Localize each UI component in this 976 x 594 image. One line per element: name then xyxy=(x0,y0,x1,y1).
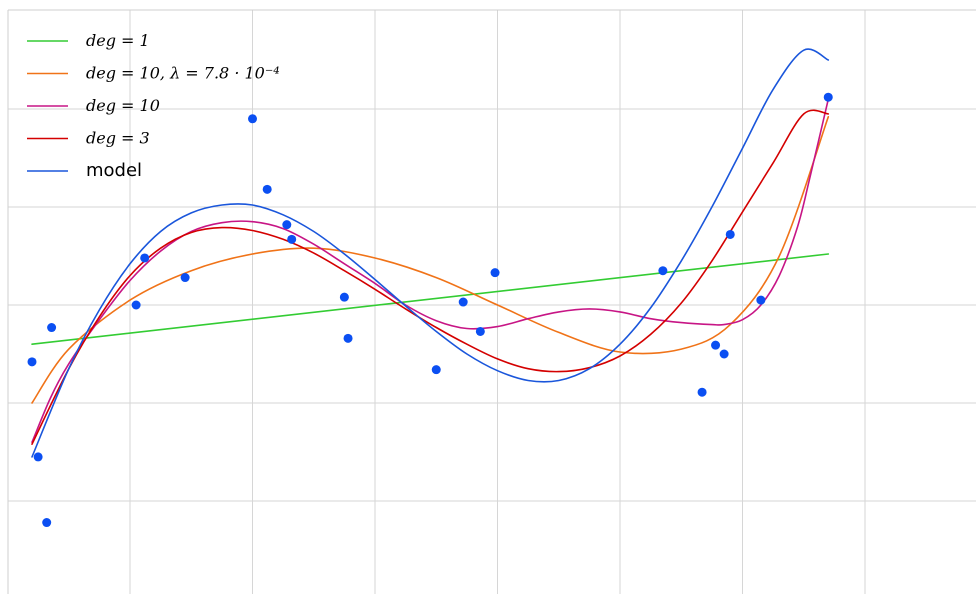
grid-lines xyxy=(8,10,976,594)
data-point-19 xyxy=(697,387,707,397)
data-point-15 xyxy=(458,297,468,307)
data-point-14 xyxy=(431,365,441,375)
data-point-2 xyxy=(33,452,43,462)
legend-label-deg-10-regularized: deg = 10, λ = 7.8 · 10⁻⁴ xyxy=(86,64,280,83)
data-point-8 xyxy=(248,114,257,124)
data-point-3 xyxy=(42,518,52,528)
series-line-deg-1 xyxy=(31,253,830,345)
data-point-21 xyxy=(719,349,729,359)
data-point-11 xyxy=(287,234,297,244)
series-line-deg-10 xyxy=(31,98,830,443)
data-point-23 xyxy=(756,295,766,305)
data-point-9 xyxy=(262,184,272,194)
data-point-6 xyxy=(140,253,150,263)
data-point-4 xyxy=(47,323,57,333)
series-line-deg-3 xyxy=(31,109,830,445)
data-point-10 xyxy=(282,220,292,230)
data-point-5 xyxy=(131,300,141,310)
legend-label-deg-3: deg = 3 xyxy=(86,129,150,148)
legend-label-deg-1: deg = 1 xyxy=(86,31,150,50)
data-point-18 xyxy=(658,266,668,276)
axes-frame xyxy=(7,9,976,594)
legend: deg = 1 deg = 10, λ = 7.8 · 10⁻⁴ deg = 10 d… xyxy=(27,31,280,181)
series-layer xyxy=(31,48,830,458)
data-point-16 xyxy=(475,326,485,336)
data-point-17 xyxy=(490,268,500,278)
data-point-22 xyxy=(725,229,735,239)
data-point-1 xyxy=(27,357,37,367)
data-point-7 xyxy=(180,273,190,283)
legend-label-model: model xyxy=(86,160,142,181)
data-point-20 xyxy=(711,340,721,350)
data-point-13 xyxy=(343,333,353,343)
data-point-12 xyxy=(339,292,349,302)
data-points xyxy=(27,92,833,528)
data-point-24 xyxy=(823,92,833,102)
legend-label-deg-10: deg = 10 xyxy=(86,96,160,115)
series-line-model xyxy=(31,48,830,458)
